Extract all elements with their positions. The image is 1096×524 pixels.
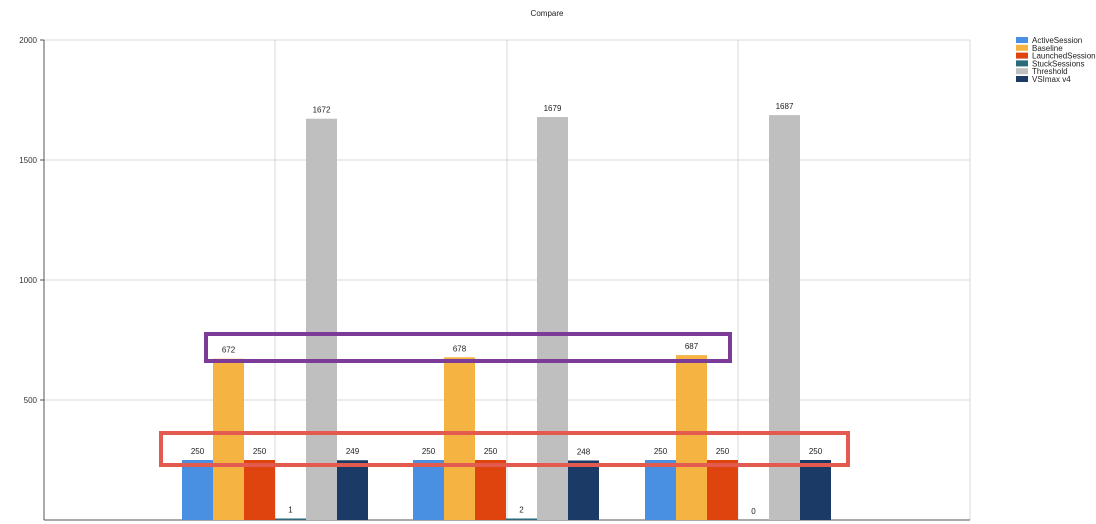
legend-swatch [1016, 76, 1028, 82]
y-tick-label: 1000 [19, 276, 37, 285]
legend: ActiveSessionBaselineLaunchedSessionsStu… [1016, 36, 1096, 84]
bar [244, 460, 275, 520]
data-label: 250 [191, 447, 205, 456]
data-label: 1679 [544, 104, 562, 113]
chart-title: Compare [531, 9, 564, 18]
data-labels: 250 250 250 672 678 687 250 250 250 1 2 0 1672 1679 16… [191, 102, 823, 516]
bar [275, 518, 306, 520]
legend-label: LaunchedSessions [1032, 52, 1096, 61]
data-label: 248 [577, 447, 591, 456]
data-label: 1672 [313, 106, 331, 115]
data-label: 250 [654, 447, 668, 456]
bar [568, 460, 599, 520]
legend-label: Threshold [1032, 67, 1068, 76]
data-label: 1687 [776, 102, 794, 111]
legend-label: VSImax v4 [1032, 75, 1071, 84]
highlight-box-sessions [159, 431, 850, 467]
data-label: 672 [222, 346, 236, 355]
bar [182, 460, 213, 520]
data-label: 249 [346, 447, 360, 456]
data-label: 250 [809, 447, 823, 456]
bar [413, 460, 444, 520]
data-label: 250 [422, 447, 436, 456]
legend-label: StuckSessions [1032, 59, 1084, 68]
bar [645, 460, 676, 520]
highlight-box-baseline [204, 332, 732, 363]
bar [800, 460, 831, 520]
y-tick-label: 1500 [19, 156, 37, 165]
data-label: 250 [716, 447, 730, 456]
bar [676, 355, 707, 520]
data-label: 687 [685, 342, 699, 351]
legend-label: ActiveSession [1032, 36, 1082, 45]
bar [337, 460, 368, 520]
legend-swatch [1016, 52, 1028, 59]
data-label: 250 [253, 447, 267, 456]
bar [537, 117, 568, 520]
data-label: 2 [519, 506, 524, 515]
legend-label: Baseline [1032, 44, 1063, 53]
bar [506, 518, 537, 520]
data-label: 250 [484, 447, 498, 456]
legend-swatch [1016, 68, 1028, 75]
annotations [159, 332, 850, 467]
bar [444, 357, 475, 520]
legend-swatch [1016, 44, 1028, 51]
bar [213, 358, 244, 520]
legend-swatch [1016, 37, 1028, 43]
y-tick-label: 2000 [19, 36, 37, 45]
data-label: 678 [453, 344, 467, 353]
bar [769, 115, 800, 521]
data-label: 1 [288, 506, 293, 515]
legend-swatch [1016, 60, 1028, 67]
data-label: 0 [751, 507, 756, 516]
bar [475, 460, 506, 520]
bar [306, 118, 337, 520]
grid [44, 39, 971, 520]
y-tick-label: 500 [24, 396, 38, 405]
bar [707, 460, 738, 520]
bars [182, 115, 831, 521]
